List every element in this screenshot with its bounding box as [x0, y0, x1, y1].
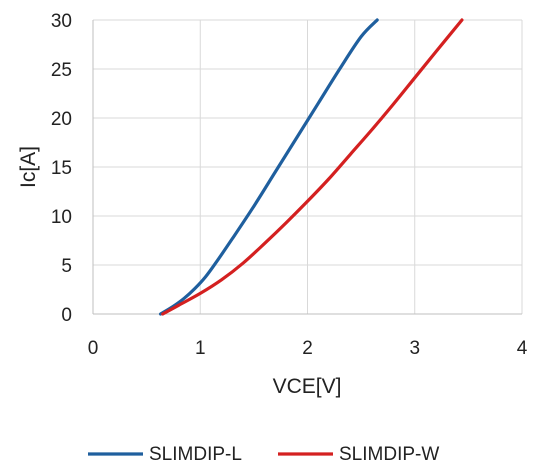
- x-tick-label: 3: [409, 338, 420, 359]
- x-tick-label: 0: [88, 338, 99, 359]
- series-line-slimdip-w: [161, 18, 464, 316]
- y-axis-title: Ic[A]: [17, 146, 40, 188]
- y-tick-label: 30: [51, 11, 72, 32]
- x-tick-label: 2: [302, 338, 313, 359]
- y-tick-label: 0: [61, 305, 72, 326]
- y-tick-label: 10: [51, 207, 72, 228]
- series-line-slimdip-l: [158, 18, 379, 316]
- tick-label-layer: 0 5 10 15 20 25 30 0 1 2 3 4: [51, 11, 528, 359]
- series-layer: [158, 18, 464, 316]
- legend-label-slimdip-w: SLIMDIP-W: [339, 444, 439, 465]
- y-tick-label: 25: [51, 60, 72, 81]
- legend: SLIMDIP-L SLIMDIP-W: [88, 444, 439, 465]
- legend-label-slimdip-l: SLIMDIP-L: [149, 444, 242, 465]
- y-tick-label: 5: [61, 256, 72, 277]
- grid-layer: [93, 19, 523, 314]
- x-tick-label: 1: [195, 338, 206, 359]
- x-axis-title: VCE[V]: [273, 375, 342, 398]
- x-tick-label: 4: [517, 338, 528, 359]
- y-tick-label: 20: [51, 109, 72, 130]
- y-tick-label: 15: [51, 158, 72, 179]
